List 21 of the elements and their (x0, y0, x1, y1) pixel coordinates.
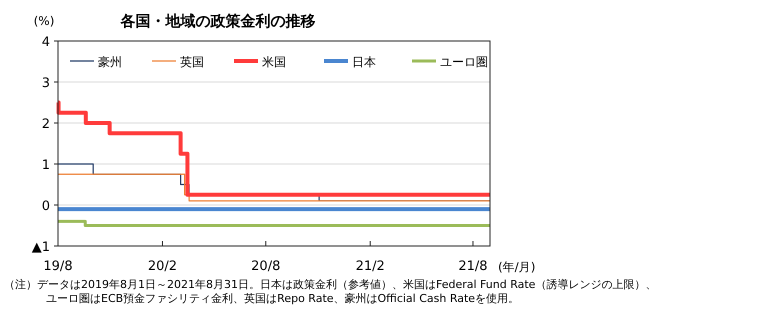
legend-label: 英国 (180, 55, 204, 69)
legend-label: ユーロ圏 (440, 55, 488, 69)
y-tick-label: ▲1 (32, 240, 50, 255)
chart-title: 各国・地域の政策金利の推移 (120, 12, 316, 30)
legend-label: 米国 (262, 55, 286, 69)
x-tick-label: 21/8 (458, 259, 488, 274)
legend-label: 豪州 (98, 55, 122, 69)
y-tick-label: 0 (42, 199, 50, 214)
y-axis-title: (%) (34, 14, 54, 28)
x-axis-title: (年/月) (498, 260, 536, 274)
legend-label: 日本 (352, 55, 376, 69)
y-tick-label: 4 (42, 35, 50, 50)
y-tick-label: 2 (42, 117, 50, 132)
y-tick-label: 1 (42, 158, 50, 173)
x-tick-label: 20/8 (251, 259, 280, 274)
x-tick-label: 20/2 (148, 259, 178, 274)
x-tick-label: 19/8 (43, 259, 73, 274)
y-tick-label: 3 (42, 76, 50, 91)
x-tick-label: 21/2 (356, 259, 385, 274)
text: （注）データは2019年8月1日～2021年8月31日。日本は政策金利（参考値）、米国はFederal Fund Rate（誘導レンジの上限）、 (4, 278, 656, 291)
text: ユーロ圏はECB預金ファシリティ金利、英国はRepo Rate、豪州はOfficial Cash Rateを使用。 (46, 292, 520, 305)
